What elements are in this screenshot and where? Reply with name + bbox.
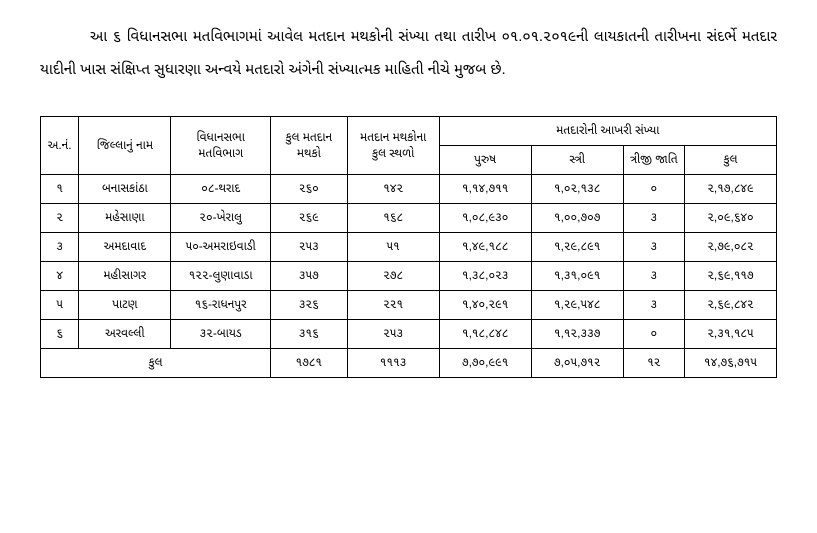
cell-third: ૩ (623, 291, 684, 320)
cell-third: ૦ (623, 175, 684, 204)
cell-female: ૧,૨૯,૫૪૮ (531, 291, 623, 320)
cell-constituency: ૧૨૨-લુણાવાડા (171, 262, 271, 291)
cell-female: ૧,૩૧,૦૯૧ (531, 262, 623, 291)
total-label: કુલ (41, 349, 271, 378)
cell-total: ૨,૦૯,૬૪૦ (684, 204, 776, 233)
voter-data-table: અ.નં. જિલ્લાનું નામ વિધાનસભા મતવિભાગ કુલ… (40, 116, 777, 378)
cell-female: ૧,૦૨,૧૩૮ (531, 175, 623, 204)
header-constituency: વિધાનસભા મતવિભાગ (171, 117, 271, 175)
cell-male: ૧,૧૪,૭૧૧ (439, 175, 531, 204)
cell-constituency: ૫૦-અમરાઇવાડી (171, 233, 271, 262)
cell-booth_places: ૨૭૮ (347, 262, 439, 291)
header-male: પુરુષ (439, 146, 531, 175)
total-booth-sum: ૧૭૮૧ (270, 349, 347, 378)
cell-total: ૨,૩૧,૧૮૫ (684, 320, 776, 349)
total-female-sum: ૭,૦૫,૭૧૨ (531, 349, 623, 378)
cell-booth_places: ૨૫૩ (347, 320, 439, 349)
table-row: ૫પાટણ૧૬-રાધનપુર૩૨૬૨૨૧૧,૪૦,૨૯૧૧,૨૯,૫૪૮૩૨,… (41, 291, 777, 320)
header-booth-places: મતદાન મથકોના કુલ સ્થળો (347, 117, 439, 175)
table-row: ૪મહીસાગર૧૨૨-લુણાવાડા૩૫૭૨૭૮૧,૩૮,૦૨૩૧,૩૧,૦… (41, 262, 777, 291)
cell-female: ૧,૧૨,૩૩૭ (531, 320, 623, 349)
cell-sr: ૩ (41, 233, 79, 262)
cell-male: ૧,૪૦,૨૯૧ (439, 291, 531, 320)
cell-total: ૨,૧૭,૮૪૯ (684, 175, 776, 204)
cell-third: ૦ (623, 320, 684, 349)
cell-constituency: ૩૨-બાયડ (171, 320, 271, 349)
cell-booth_places: ૨૨૧ (347, 291, 439, 320)
cell-male: ૧,૦૮,૯૩૦ (439, 204, 531, 233)
cell-third: ૩ (623, 233, 684, 262)
cell-district: બનાસકાંઠા (79, 175, 171, 204)
header-voter-count: મતદારોની આખરી સંખ્યા (439, 117, 776, 146)
total-third-sum: ૧૨ (623, 349, 684, 378)
cell-female: ૧,૨૯,૮૯૧ (531, 233, 623, 262)
cell-sr: ૧ (41, 175, 79, 204)
table-row: ૬અરવલ્લી૩૨-બાયડ૩૧૬૨૫૩૧,૧૮,૮૪૮૧,૧૨,૩૩૭૦૨,… (41, 320, 777, 349)
cell-third: ૩ (623, 262, 684, 291)
total-all-sum: ૧૪,૭૬,૭૧૫ (684, 349, 776, 378)
table-row: ૧બનાસકાંઠા૦૮-થરાદ૨૬૦૧૪૨૧,૧૪,૭૧૧૧,૦૨,૧૩૮૦… (41, 175, 777, 204)
cell-district: પાટણ (79, 291, 171, 320)
cell-male: ૧,૧૮,૮૪૮ (439, 320, 531, 349)
header-sr: અ.નં. (41, 117, 79, 175)
cell-total: ૨,૬૯,૧૧૭ (684, 262, 776, 291)
cell-district: મહેસાણા (79, 204, 171, 233)
cell-total_booth: ૨૬૯ (270, 204, 347, 233)
header-total: કુલ (684, 146, 776, 175)
cell-total: ૨,૭૯,૦૮૨ (684, 233, 776, 262)
cell-booth_places: ૧૪૨ (347, 175, 439, 204)
header-total-booth: કુલ મતદાન મથકો (270, 117, 347, 175)
total-male-sum: ૭,૭૦,૯૯૧ (439, 349, 531, 378)
cell-district: અમદાવાદ (79, 233, 171, 262)
cell-sr: ૬ (41, 320, 79, 349)
cell-total_booth: ૨૬૦ (270, 175, 347, 204)
cell-sr: ૫ (41, 291, 79, 320)
cell-district: અરવલ્લી (79, 320, 171, 349)
intro-paragraph: આ ૬ વિધાનસભા મતવિભાગમાં આવેલ મતદાન મથકોન… (40, 20, 777, 86)
cell-female: ૧,૦૦,૭૦૭ (531, 204, 623, 233)
cell-third: ૩ (623, 204, 684, 233)
header-third: ત્રીજી જાતિ (623, 146, 684, 175)
cell-total_booth: ૩૨૬ (270, 291, 347, 320)
cell-district: મહીસાગર (79, 262, 171, 291)
header-district: જિલ્લાનું નામ (79, 117, 171, 175)
cell-total_booth: ૩૧૬ (270, 320, 347, 349)
table-row: ૩અમદાવાદ૫૦-અમરાઇવાડી૨૫૩૫૧૧,૪૯,૧૮૮૧,૨૯,૮૯… (41, 233, 777, 262)
cell-constituency: ૦૮-થરાદ (171, 175, 271, 204)
cell-total_booth: ૨૫૩ (270, 233, 347, 262)
total-places-sum: ૧૧૧૩ (347, 349, 439, 378)
cell-constituency: ૧૬-રાધનપુર (171, 291, 271, 320)
cell-sr: ૨ (41, 204, 79, 233)
cell-total: ૨,૬૯,૮૪૨ (684, 291, 776, 320)
cell-booth_places: ૧૬૮ (347, 204, 439, 233)
cell-male: ૧,૪૯,૧૮૮ (439, 233, 531, 262)
cell-total_booth: ૩૫૭ (270, 262, 347, 291)
cell-constituency: ૨૦-ખેરાલુ (171, 204, 271, 233)
header-female: સ્ત્રી (531, 146, 623, 175)
cell-sr: ૪ (41, 262, 79, 291)
cell-male: ૧,૩૮,૦૨૩ (439, 262, 531, 291)
cell-booth_places: ૫૧ (347, 233, 439, 262)
table-row: ૨મહેસાણા૨૦-ખેરાલુ૨૬૯૧૬૮૧,૦૮,૯૩૦૧,૦૦,૭૦૭૩… (41, 204, 777, 233)
